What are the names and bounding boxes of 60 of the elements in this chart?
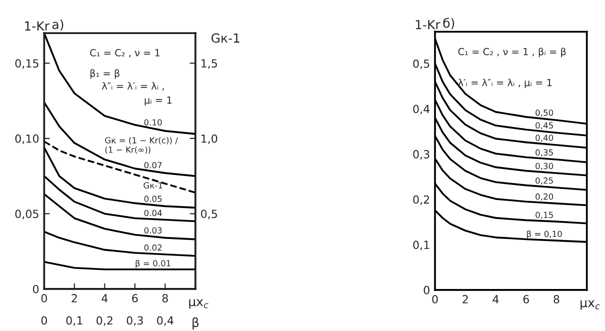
x2-tick-label: 0,4: [157, 316, 174, 326]
y-tick-label: 0,15: [15, 59, 38, 69]
y-tick-label: 0,5: [413, 59, 430, 69]
annotation: β₁ = β: [90, 69, 120, 79]
series-label: 0,25: [536, 177, 553, 185]
y-tick-label: 0,3: [413, 150, 430, 160]
series-label: β = 0.01: [136, 260, 170, 268]
y-tick-label: 0,05: [15, 210, 38, 220]
series-label: β = 0,10: [527, 230, 562, 239]
annotation: C₁ = C₂ , ν = 1: [90, 49, 160, 58]
y-axis-title: 1-Kr: [25, 21, 50, 30]
y-tick-label: 0: [424, 286, 430, 294]
series-label: Gк-1: [144, 182, 162, 189]
x2-tick-label: 0,3: [126, 316, 143, 326]
series-label: 0,15: [536, 212, 553, 219]
series-label: 0.02: [144, 244, 162, 251]
annotation: λ″ᵢ = λ′ᵢ = λᵢ ,: [102, 82, 164, 91]
annotation: μᵢ = 1: [144, 96, 172, 106]
series-label: 0,35: [536, 149, 553, 156]
series-label: 0.07: [144, 162, 162, 168]
series-label: 0.10: [144, 119, 162, 126]
x-tick-label: 8: [554, 295, 560, 304]
x-tick-label: 4: [492, 295, 499, 304]
chart-title: б): [443, 18, 454, 30]
y-tick-label: 0,4: [413, 104, 430, 114]
series-label: 0,30: [536, 162, 554, 170]
y-tick-label: 0,10: [15, 134, 39, 144]
series-label: 0.03: [144, 227, 162, 234]
y-axis-title: 1-Kr: [416, 20, 440, 30]
y2-tick-label: 1,0: [201, 134, 218, 144]
x-tick-label: 0: [41, 294, 47, 302]
x-tick-label: 6: [523, 295, 529, 304]
series-label: 0,50: [536, 110, 554, 117]
y2-tick-label: 1,5: [201, 59, 217, 69]
series-label: 0,20: [536, 193, 554, 201]
x2-tick-label: 0: [41, 316, 47, 325]
series-label: 0.04: [144, 210, 162, 216]
x-tick-label: 4: [102, 294, 108, 302]
y-tick-label: 0,1: [413, 240, 430, 250]
series-label: 0,45: [536, 122, 553, 130]
x-tick-label: 8: [162, 294, 168, 302]
y2-tick-label: 0,5: [201, 210, 217, 220]
y2-axis-title: Gк-1: [212, 33, 240, 43]
series-label: 0,40: [536, 134, 554, 142]
x-tick-label: 0: [432, 295, 438, 304]
series-label: 0.05: [144, 196, 162, 202]
x2-tick-label: 0,1: [66, 316, 82, 326]
x-tick-label: 2: [72, 294, 77, 302]
annotation: C₁ = C₂ , ν = 1 , βᵢ = β: [458, 48, 566, 58]
x-axis-title: μx$_{c}$: [580, 300, 600, 310]
annotation: Gк = (1 − Kr(c)) / (1 − Kr(∞)): [105, 136, 178, 154]
y-tick-label: 0,2: [413, 195, 430, 205]
x-tick-label: 6: [132, 294, 138, 302]
x-axis-title: μx$_{c}$: [189, 299, 208, 309]
x-tick-label: 2: [462, 295, 468, 304]
annotation: λ′ᵢ = λ″ᵢ = λᵢ , μᵢ = 1: [458, 78, 552, 88]
x2-axis-title: β: [192, 317, 199, 330]
chart-title: а): [52, 19, 64, 31]
y-tick-label: 0: [32, 284, 39, 294]
x2-tick-label: 0,2: [96, 316, 112, 326]
